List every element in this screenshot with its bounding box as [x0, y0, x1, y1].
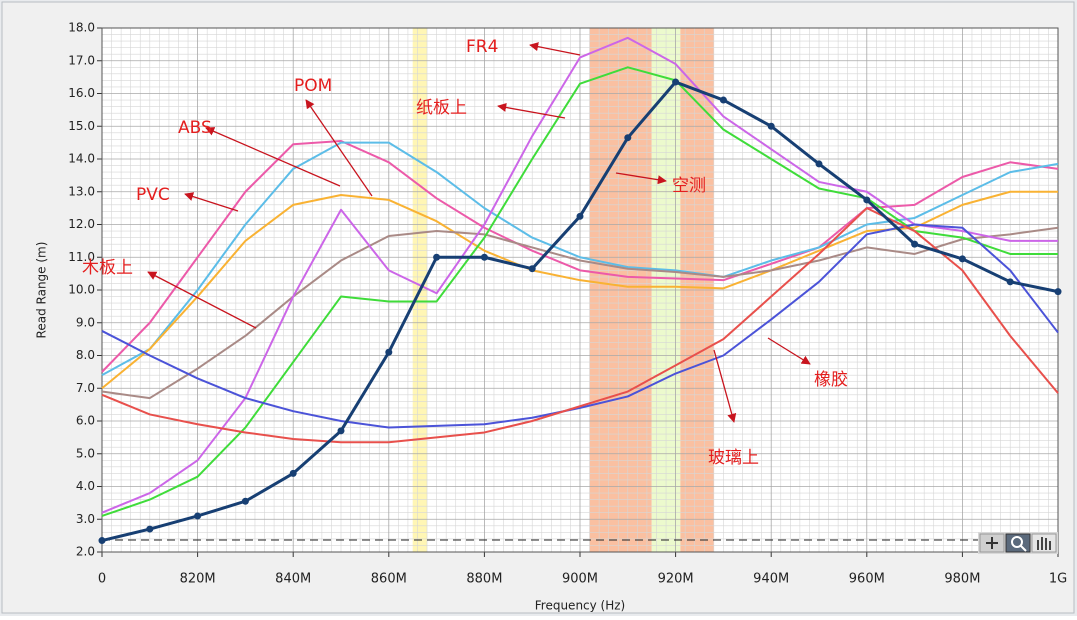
x-axis-title: Frequency (Hz) — [535, 599, 626, 613]
annotation-label: PVC — [136, 185, 170, 205]
x-tick-label: 940M — [753, 572, 789, 587]
data-point — [480, 253, 488, 261]
annotation-label: FR4 — [466, 37, 498, 57]
annotation-label: 橡胶 — [814, 370, 848, 390]
data-point — [767, 122, 775, 130]
graph-tools — [978, 532, 1058, 554]
data-point — [958, 255, 966, 263]
annotation-arrow — [497, 102, 566, 119]
x-tick-label: 0 — [98, 572, 106, 587]
y-tick-label: 9.0 — [76, 315, 95, 329]
annotation-label: 玻璃上 — [708, 448, 759, 468]
data-point — [672, 78, 680, 86]
series-line — [101, 226, 1059, 400]
annotation-label: 空测 — [672, 176, 706, 196]
y-tick-label: 10.0 — [68, 283, 95, 297]
data-point — [385, 348, 393, 356]
data-point — [576, 212, 584, 220]
data-point — [911, 240, 919, 248]
x-tick-label: 900M — [562, 572, 598, 587]
annotation-arrow — [529, 42, 581, 56]
data-point — [98, 537, 106, 545]
data-point — [1006, 278, 1014, 286]
data-point — [624, 134, 632, 142]
data-point — [241, 497, 249, 505]
annotation-label: 木板上 — [82, 258, 133, 278]
annotation-label: POM — [294, 76, 332, 96]
y-tick-label: 13.0 — [68, 184, 95, 198]
data-point — [815, 160, 823, 168]
annotation-label: 纸板上 — [416, 98, 467, 118]
y-tick-label: 2.0 — [76, 545, 95, 559]
y-axis-title: Read Range (m) — [35, 242, 49, 339]
annotation-arrow — [767, 337, 811, 365]
y-tick-label: 18.0 — [68, 21, 95, 35]
y-tick-label: 12.0 — [68, 217, 95, 231]
y-tick-label: 17.0 — [68, 53, 95, 67]
y-tick-label: 16.0 — [68, 86, 95, 100]
data-point — [433, 253, 441, 261]
y-tick-label: 11.0 — [68, 250, 95, 264]
series-line — [101, 36, 1058, 514]
y-tick-label: 4.0 — [76, 479, 95, 493]
x-tick-label: 980M — [944, 572, 980, 587]
annotation-arrow — [147, 271, 257, 329]
y-tick-label: 8.0 — [76, 348, 95, 362]
x-tick-label: 820M — [180, 572, 216, 587]
series-line — [101, 139, 1059, 373]
annotation-arrow — [615, 172, 667, 185]
data-point — [146, 525, 154, 533]
x-tick-label: 880M — [466, 572, 502, 587]
data-point — [1054, 288, 1062, 296]
data-point — [863, 196, 871, 204]
x-tick-label: 920M — [658, 572, 694, 587]
x-tick-label: 860M — [371, 572, 407, 587]
x-tick-label: 1G — [1049, 572, 1067, 587]
y-tick-label: 15.0 — [68, 119, 95, 133]
cursor-tool[interactable] — [979, 533, 1005, 553]
series-line — [101, 66, 1058, 517]
data-point — [194, 512, 202, 520]
pan-tool[interactable] — [1031, 533, 1057, 553]
data-point — [337, 427, 345, 435]
annotation-arrow — [713, 349, 737, 423]
data-point — [719, 96, 727, 104]
annotation-arrow — [205, 127, 341, 187]
annotation-label: ABS — [178, 118, 212, 138]
x-tick-label: 960M — [849, 572, 885, 587]
zoom-tool[interactable] — [1005, 533, 1031, 553]
y-tick-label: 3.0 — [76, 512, 95, 526]
y-tick-label: 7.0 — [76, 381, 95, 395]
annotation-arrow — [184, 192, 239, 212]
data-point — [289, 469, 297, 477]
x-tick-label: 840M — [275, 572, 311, 587]
y-tick-label: 5.0 — [76, 446, 95, 460]
y-tick-label: 14.0 — [68, 152, 95, 166]
annotation-arrow — [305, 99, 373, 197]
y-tick-label: 6.0 — [76, 414, 95, 428]
data-point — [528, 265, 536, 273]
series-line — [101, 207, 1059, 444]
